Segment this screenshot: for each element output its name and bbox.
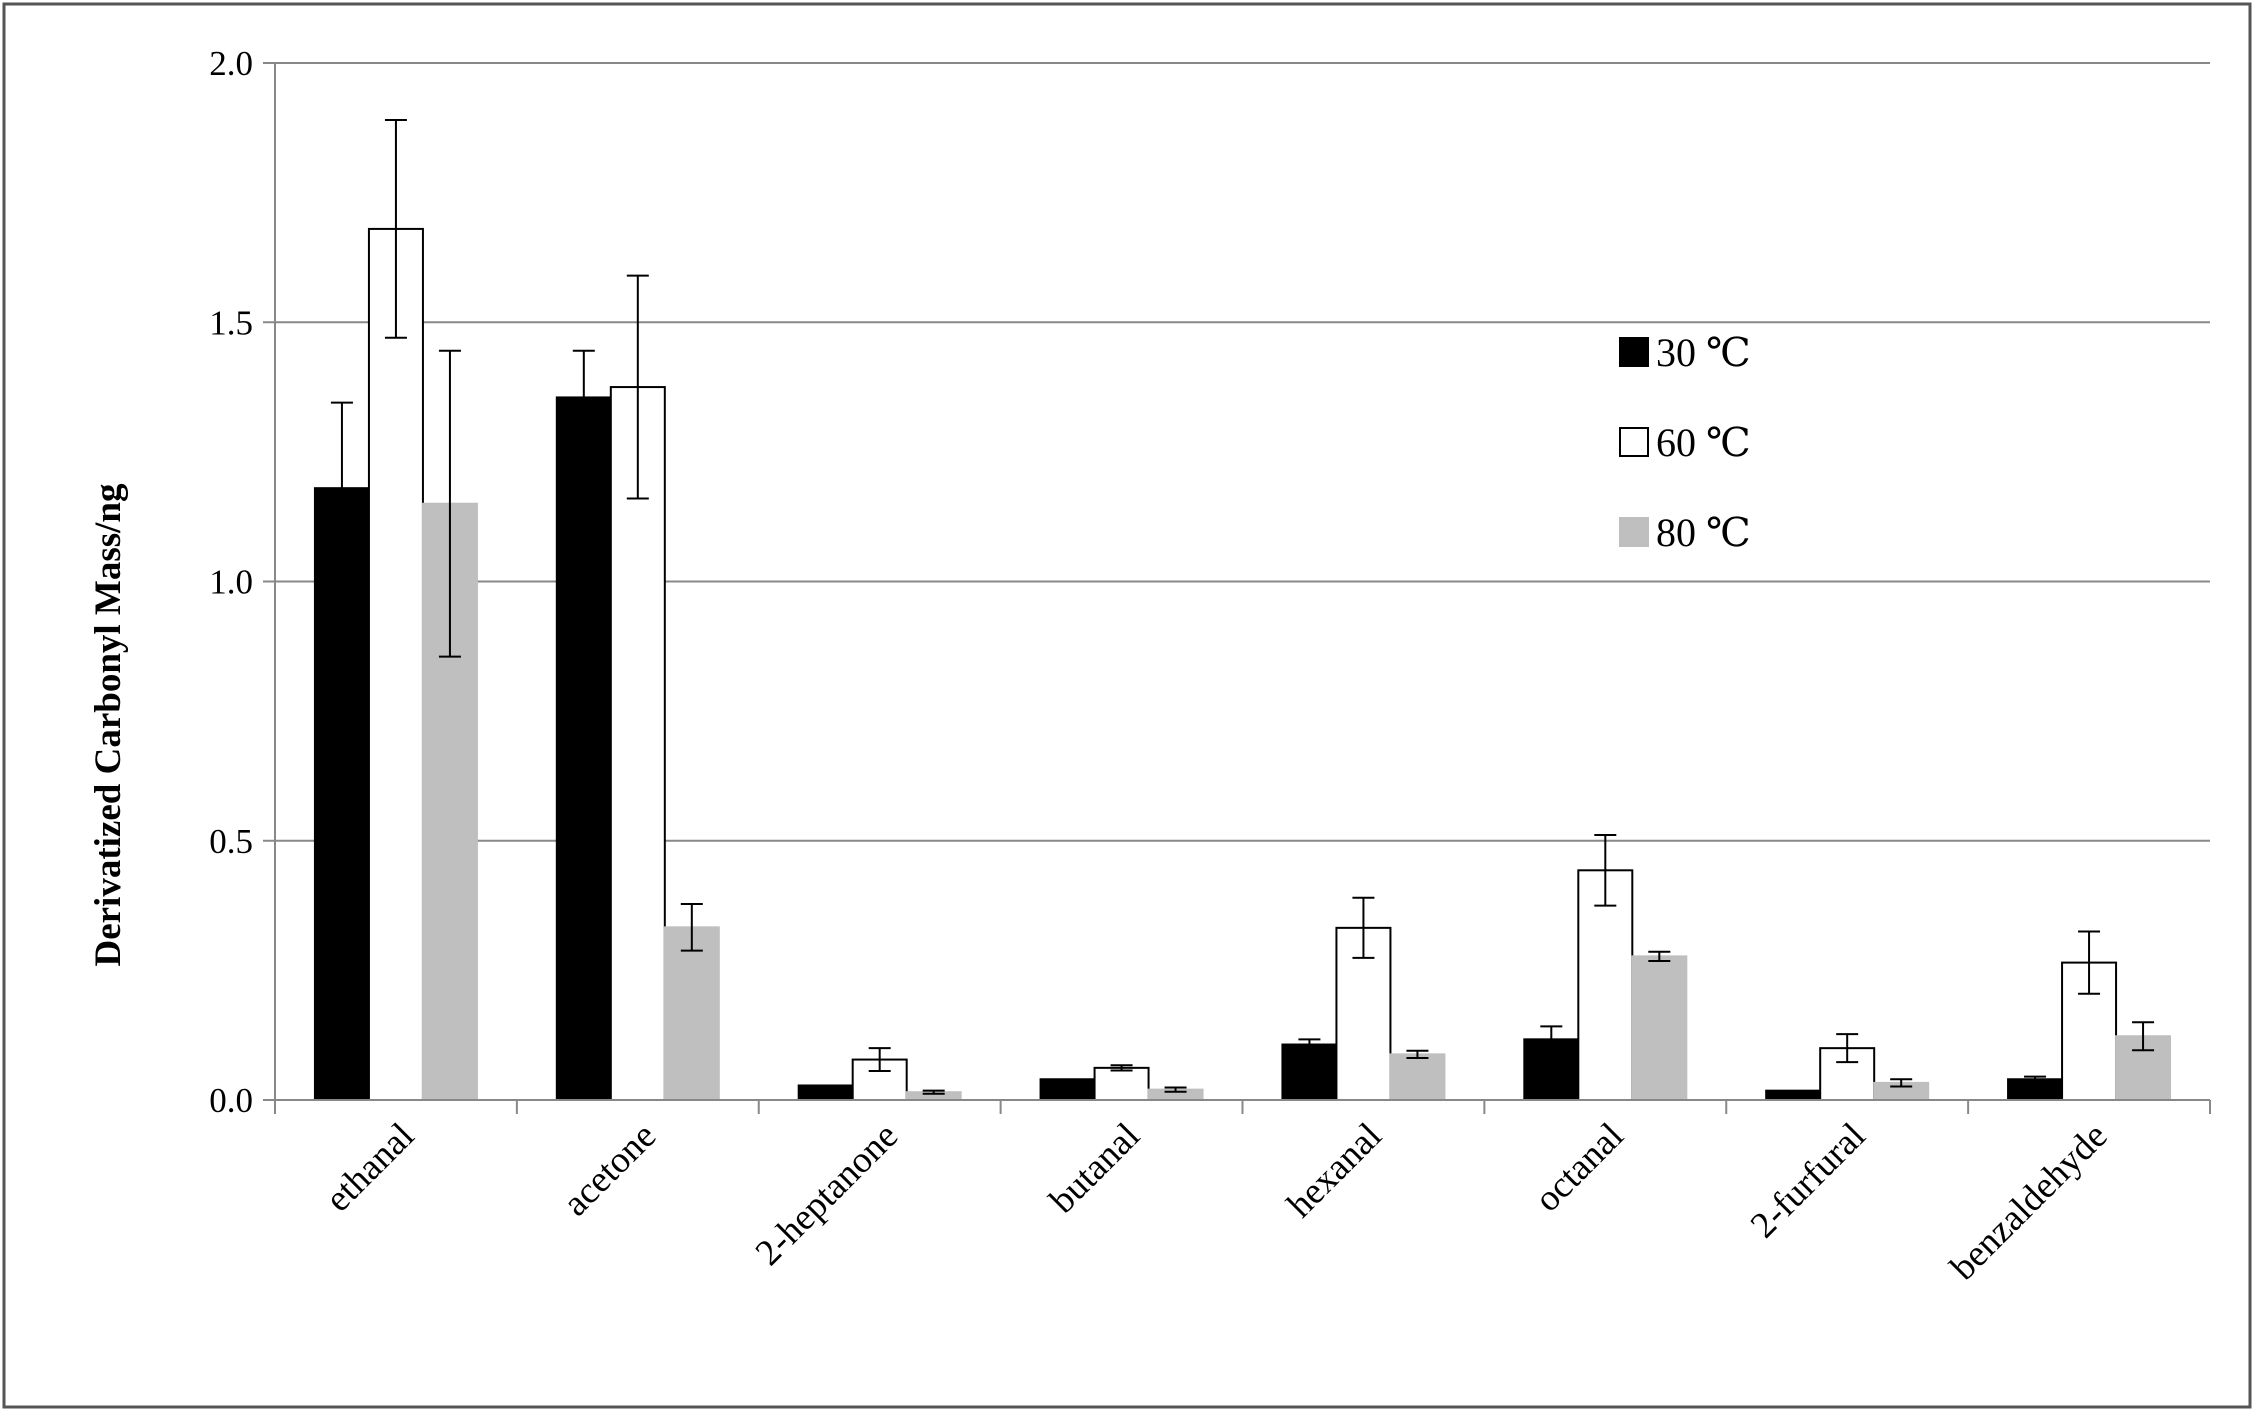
bar <box>313 487 370 1102</box>
bar <box>1281 1043 1338 1102</box>
bar <box>609 386 666 1101</box>
bar <box>367 227 424 1102</box>
y-tick-label: 0.5 <box>209 822 253 861</box>
error-bars <box>330 119 2155 1095</box>
bar <box>851 1058 908 1102</box>
bar <box>555 396 612 1101</box>
bar <box>1335 926 1392 1101</box>
bar <box>1389 1053 1446 1101</box>
bar <box>797 1084 854 1102</box>
bar <box>1631 955 1688 1101</box>
bar <box>663 926 720 1101</box>
bar <box>1577 869 1634 1101</box>
legend-label: 80 ℃ <box>1656 510 1751 555</box>
legend-swatch <box>1619 517 1649 547</box>
bar <box>1039 1078 1096 1102</box>
y-tick-label: 1.0 <box>209 563 253 602</box>
bar <box>1093 1066 1150 1102</box>
legend: 30 ℃ 60 ℃ 80 ℃ <box>1619 330 1751 555</box>
legend-swatch <box>1619 337 1649 367</box>
bar <box>1765 1089 1822 1101</box>
legend-swatch <box>1619 427 1649 457</box>
legend-label: 30 ℃ <box>1656 330 1751 375</box>
y-axis-title: Derivatized Carbonyl Mass/ng <box>88 483 129 967</box>
legend-label: 60 ℃ <box>1656 420 1751 465</box>
y-tick-label: 0.0 <box>209 1081 253 1120</box>
y-tick-label: 1.5 <box>209 303 253 342</box>
y-tick-label: 2.0 <box>209 44 253 83</box>
